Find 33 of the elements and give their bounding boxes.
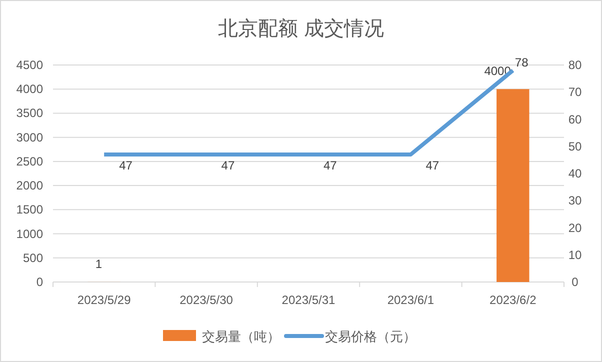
- y-tick-label: 2000: [16, 178, 44, 193]
- legend-label: 交易量（吨）: [202, 329, 280, 344]
- y2-tick-label: 30: [568, 194, 582, 208]
- x-tick-label: 2023/5/31: [282, 293, 336, 307]
- data-label: 1: [95, 256, 102, 271]
- y2-tick-label: 0: [572, 275, 579, 289]
- y-tick-label: 500: [22, 250, 44, 265]
- y-tick-label: 0: [36, 275, 44, 289]
- y2-tick-label: 40: [568, 166, 582, 180]
- y2-tick-label: 50: [568, 139, 582, 154]
- y2-tick-label: 20: [568, 220, 582, 235]
- y-tick-label: 4000: [16, 82, 44, 96]
- x-tick-label: 2023/5/30: [180, 293, 234, 307]
- data-label: 47: [221, 158, 235, 173]
- y2-tick-label: 70: [568, 85, 582, 100]
- y-tick-label: 3500: [16, 106, 44, 120]
- y-tick-label: 1000: [16, 226, 44, 241]
- chart-title: 北京配额 成交情况: [218, 18, 384, 40]
- y-tick-label: 3000: [16, 130, 44, 144]
- legend-label: 交易价格（元）: [325, 329, 416, 344]
- x-tick-label: 2023/5/29: [77, 293, 132, 307]
- x-tick-label: 2023/6/1: [387, 293, 434, 307]
- y2-tick-label: 10: [568, 248, 582, 262]
- y2-tick-label: 60: [568, 112, 582, 126]
- y-tick-label: 1500: [16, 202, 44, 217]
- data-label: 47: [324, 158, 338, 173]
- data-label: 47: [426, 158, 440, 173]
- data-label: 78: [514, 55, 529, 70]
- x-tick-label: 2023/6/2: [490, 293, 537, 307]
- y2-tick-label: 80: [568, 58, 582, 72]
- y-tick-label: 2500: [16, 154, 44, 168]
- data-label: 47: [119, 158, 133, 173]
- y-tick-label: 4500: [16, 58, 44, 72]
